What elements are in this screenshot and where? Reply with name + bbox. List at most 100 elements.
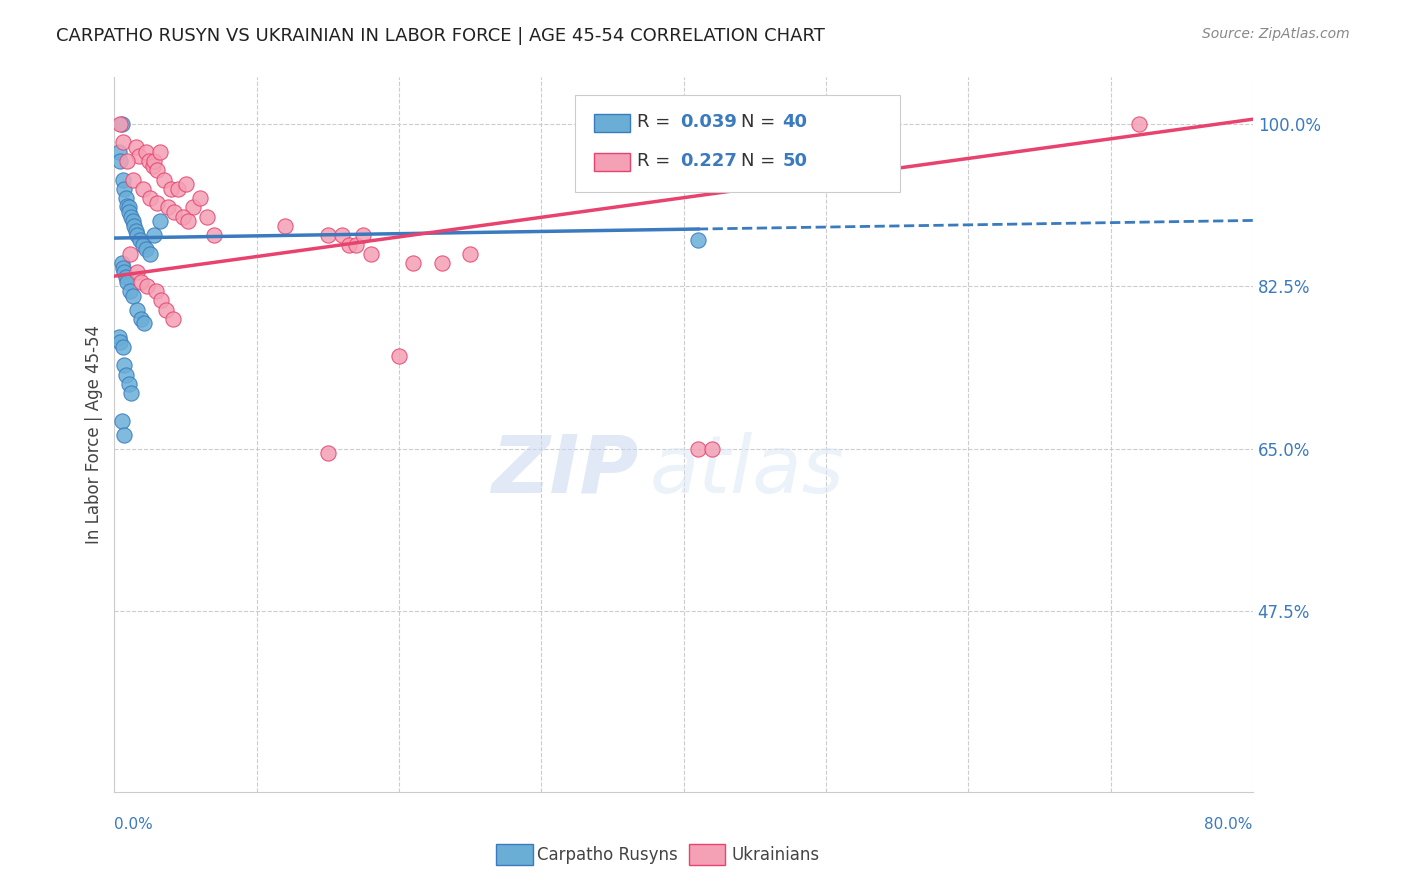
Point: [149, 214, 172, 228]
Text: R =: R =: [637, 113, 676, 131]
Point: [121, 386, 143, 401]
Point: [388, 349, 411, 363]
Point: [120, 284, 142, 298]
Text: 40: 40: [783, 113, 807, 131]
Point: [114, 368, 136, 382]
Point: [316, 446, 339, 460]
Point: [112, 359, 135, 373]
Point: [139, 247, 162, 261]
Point: [155, 302, 177, 317]
Point: [700, 442, 723, 456]
Point: [115, 275, 138, 289]
Point: [108, 154, 131, 169]
Text: 0.039: 0.039: [681, 113, 737, 131]
Point: [143, 228, 166, 243]
Point: [153, 172, 176, 186]
Point: [120, 247, 142, 261]
Point: [112, 265, 135, 279]
Text: Ukrainians: Ukrainians: [731, 846, 820, 863]
Point: [111, 136, 134, 150]
FancyBboxPatch shape: [593, 153, 630, 171]
Text: N =: N =: [741, 153, 780, 170]
Text: Carpatho Rusyns: Carpatho Rusyns: [537, 846, 678, 863]
Point: [117, 205, 139, 219]
Point: [110, 256, 132, 270]
Point: [157, 201, 180, 215]
FancyBboxPatch shape: [593, 114, 630, 133]
Point: [128, 149, 150, 163]
Point: [686, 233, 709, 247]
Point: [131, 275, 153, 289]
Text: 0.0%: 0.0%: [114, 817, 153, 832]
Text: 80.0%: 80.0%: [1205, 817, 1253, 832]
Point: [162, 311, 184, 326]
Point: [138, 154, 160, 169]
FancyBboxPatch shape: [575, 95, 900, 192]
Text: atlas: atlas: [650, 432, 844, 509]
Point: [114, 191, 136, 205]
Point: [132, 182, 155, 196]
Point: [108, 334, 131, 349]
Point: [163, 205, 186, 219]
Point: [430, 256, 453, 270]
Point: [337, 237, 360, 252]
Point: [139, 191, 162, 205]
Point: [149, 145, 172, 159]
Point: [129, 233, 152, 247]
Point: [125, 140, 148, 154]
Point: [352, 228, 374, 243]
Point: [111, 340, 134, 354]
Point: [124, 219, 146, 233]
Point: [127, 228, 149, 243]
Y-axis label: In Labor Force | Age 45-54: In Labor Force | Age 45-54: [86, 326, 103, 544]
Point: [115, 198, 138, 212]
Point: [127, 265, 149, 279]
Point: [181, 201, 204, 215]
Text: 50: 50: [783, 153, 807, 170]
Point: [132, 237, 155, 252]
Point: [114, 270, 136, 285]
Point: [122, 214, 145, 228]
Text: N =: N =: [741, 113, 780, 131]
Point: [174, 178, 197, 192]
Point: [127, 302, 149, 317]
Point: [160, 182, 183, 196]
Point: [134, 317, 156, 331]
Point: [188, 191, 211, 205]
Point: [107, 145, 129, 159]
Point: [402, 256, 425, 270]
Text: R =: R =: [637, 153, 676, 170]
Point: [136, 279, 159, 293]
Point: [330, 228, 353, 243]
Point: [172, 210, 194, 224]
Point: [135, 242, 157, 256]
Point: [195, 210, 218, 224]
Point: [112, 182, 135, 196]
Point: [107, 330, 129, 344]
Text: 0.227: 0.227: [681, 153, 737, 170]
Point: [112, 428, 135, 442]
Point: [1128, 117, 1150, 131]
Point: [458, 247, 481, 261]
Point: [110, 414, 132, 428]
Text: CARPATHO RUSYN VS UKRAINIAN IN LABOR FORCE | AGE 45-54 CORRELATION CHART: CARPATHO RUSYN VS UKRAINIAN IN LABOR FOR…: [56, 27, 825, 45]
Point: [125, 224, 148, 238]
Point: [122, 288, 145, 302]
Point: [111, 172, 134, 186]
Point: [344, 237, 367, 252]
Point: [117, 201, 139, 215]
FancyBboxPatch shape: [496, 844, 533, 865]
Point: [686, 442, 709, 456]
Point: [316, 228, 339, 243]
Point: [110, 117, 132, 131]
Point: [167, 182, 190, 196]
Point: [202, 228, 225, 243]
Point: [111, 260, 134, 275]
Point: [131, 311, 153, 326]
Point: [143, 154, 166, 169]
Point: [117, 376, 139, 391]
Point: [135, 145, 157, 159]
Point: [115, 154, 138, 169]
FancyBboxPatch shape: [689, 844, 725, 865]
Point: [121, 210, 143, 224]
